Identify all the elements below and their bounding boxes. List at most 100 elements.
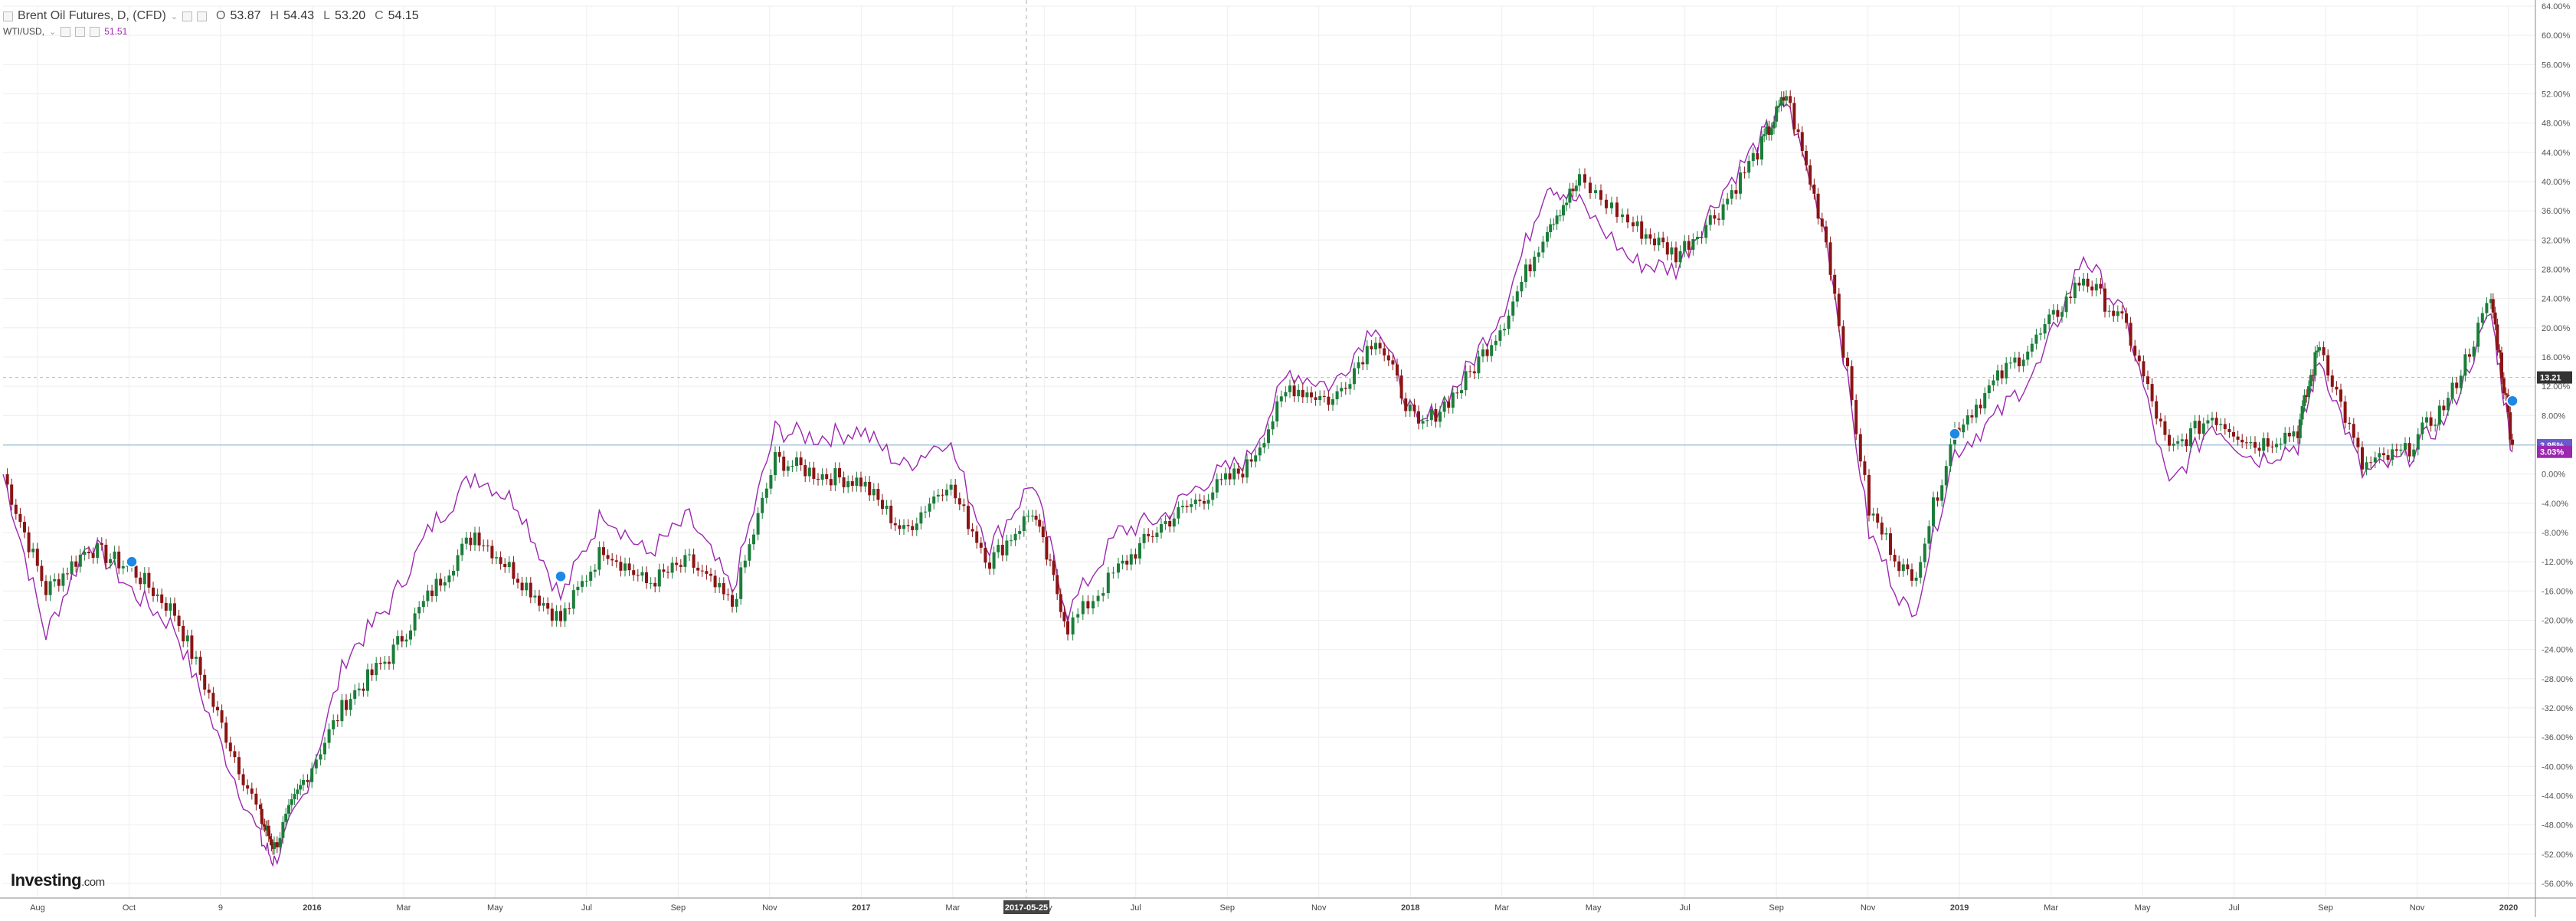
candle-body	[495, 557, 498, 559]
candle-body	[1000, 545, 1004, 556]
candle-body	[413, 613, 417, 631]
candle-body	[155, 594, 159, 596]
candle-body	[2112, 310, 2116, 316]
candle-body	[109, 559, 112, 563]
candle-body	[2223, 424, 2227, 429]
candle-body	[164, 602, 168, 611]
legend-symbol[interactable]: Brent Oil Futures, D, (CFD)	[18, 9, 166, 22]
candle-body	[614, 560, 618, 562]
candle-body	[2262, 438, 2266, 451]
chevron-down-icon[interactable]: ⌄	[170, 11, 178, 21]
candle-body	[739, 567, 743, 599]
candle-body	[23, 522, 26, 533]
candle-body	[1574, 185, 1578, 192]
chevron-down-icon[interactable]: ⌄	[49, 27, 57, 37]
grid-lines	[3, 5, 2535, 898]
candle-body	[1914, 577, 1918, 581]
candle-body	[2021, 359, 2025, 367]
candle-body	[2172, 444, 2175, 446]
candle-body	[1808, 165, 1812, 185]
y-tick-label: 40.00%	[2542, 178, 2571, 187]
candle-body	[812, 467, 816, 479]
candle-body	[868, 481, 872, 496]
candle-body	[1944, 466, 1948, 486]
candle-body	[1949, 444, 1952, 467]
candle-body	[1318, 395, 1322, 400]
candle-body	[27, 532, 31, 552]
candle-body	[1867, 474, 1871, 516]
candle-body	[2356, 438, 2360, 447]
candle-body	[512, 562, 516, 579]
candle-body	[1314, 397, 1317, 400]
candle-body	[624, 563, 627, 571]
candle-body	[1310, 392, 1313, 398]
candle-body	[375, 663, 378, 676]
candle-body	[2292, 431, 2296, 437]
candle-body	[1756, 152, 1759, 160]
compare-visibility-toggle[interactable]	[75, 26, 86, 37]
candle-body	[160, 594, 164, 603]
candle-body	[70, 561, 74, 575]
compare-close-toggle[interactable]	[90, 26, 100, 37]
candle-body	[2500, 352, 2503, 379]
candle-body	[2142, 361, 2146, 377]
candle-body	[87, 552, 90, 554]
candle-body	[2307, 386, 2310, 397]
crosshair-date-box	[1003, 900, 1049, 914]
y-tick-label: 0.00%	[2542, 470, 2565, 480]
candle-body	[1820, 218, 1824, 227]
candle-body	[2077, 282, 2081, 286]
candle-body	[2094, 284, 2098, 291]
settings-toggle[interactable]	[182, 11, 193, 21]
candle-body	[1134, 554, 1137, 559]
candle-body	[2382, 453, 2385, 456]
wti-last-badge-box	[2537, 445, 2572, 458]
compare-settings-toggle[interactable]	[61, 26, 71, 37]
candle-body	[653, 582, 657, 587]
candle-body	[1796, 129, 1800, 133]
candle-body	[1816, 193, 1820, 219]
candle-body	[2103, 288, 2106, 312]
candle-body	[1254, 455, 1258, 462]
candle-body	[2034, 334, 2038, 344]
y-tick-label: 48.00%	[2542, 120, 2571, 129]
close-toggle[interactable]	[197, 11, 208, 21]
x-tick-label: Sep	[671, 903, 686, 913]
candle-body	[1717, 218, 1720, 220]
candle-body	[1558, 215, 1562, 217]
candle-body	[546, 603, 550, 609]
candle-body	[2107, 310, 2111, 312]
candle-body	[525, 582, 529, 591]
candle-body	[2399, 449, 2403, 451]
candle-body	[807, 467, 811, 477]
candle-body	[1621, 214, 1624, 218]
candle-body	[284, 813, 288, 822]
x-tick-label: Oct	[123, 903, 136, 913]
candle-body	[1425, 420, 1429, 421]
candle-body	[1181, 506, 1184, 508]
candle-body	[383, 661, 387, 664]
candle-body	[314, 759, 318, 769]
candle-body	[1515, 291, 1519, 302]
candle-body	[2335, 386, 2339, 390]
candle-body	[1370, 346, 1373, 349]
x-tick-label: Nov	[762, 903, 777, 913]
compare-symbol[interactable]: WTI/USD,	[3, 26, 44, 37]
candle-body	[1599, 190, 1602, 200]
candle-body	[2502, 378, 2506, 394]
candle-body	[336, 719, 339, 722]
x-tick-label: Jul	[1131, 903, 1141, 913]
candle-body	[2082, 278, 2085, 286]
candle-body	[2511, 439, 2514, 445]
collapse-toggle[interactable]	[3, 11, 13, 21]
candle-body	[1429, 408, 1433, 421]
candle-body	[2296, 431, 2299, 438]
candle-body	[1884, 533, 1888, 535]
current-price-badge-label: 13.21	[2540, 374, 2561, 383]
candle-body	[2189, 428, 2192, 447]
candle-body	[893, 523, 897, 526]
candle-body	[275, 842, 279, 847]
candle-body	[1468, 371, 1472, 372]
